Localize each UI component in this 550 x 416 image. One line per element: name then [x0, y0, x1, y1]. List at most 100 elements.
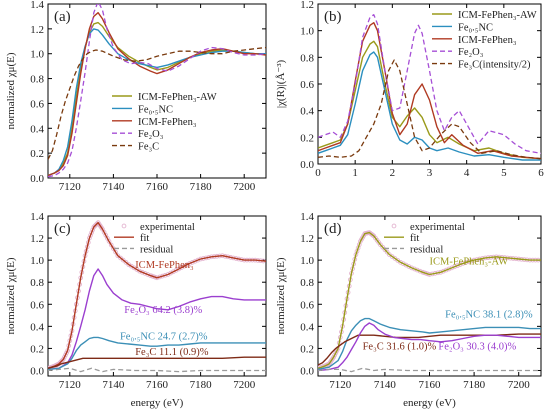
- panel-label: (c): [54, 221, 71, 237]
- legend-label: Fe₂O₃: [458, 47, 484, 58]
- legend-label: fit: [410, 233, 419, 244]
- y-tick-label: 1.0: [30, 49, 44, 61]
- series-fe-nc-line: [318, 51, 541, 161]
- series-fe-o-64-2-3-8-line: [48, 268, 266, 371]
- series-residual-line: [318, 367, 541, 373]
- series-icm-fephen-line: [48, 12, 266, 177]
- experimental-point: [145, 272, 151, 277]
- series-fe-c-31-6-1-0-line: [318, 333, 541, 366]
- x-tick-label: 7140: [374, 379, 397, 391]
- x-tick-label: 7180: [190, 181, 213, 193]
- annotation-label: Fe₂O₃ 64.2 (3.8)%: [124, 305, 202, 316]
- series-fe-nc-24-7-2-7-line: [48, 336, 266, 371]
- y-tick-label: 0.8: [300, 277, 314, 289]
- x-tick-label: 2: [390, 167, 396, 179]
- x-tick-label: 7180: [190, 379, 213, 391]
- x-tick-label: 7140: [102, 379, 125, 391]
- y-tick-label: 0.8: [30, 74, 44, 86]
- y-tick-label: 0.8: [30, 277, 44, 289]
- y-axis-label: normalized χμ(E): [5, 257, 17, 334]
- series-fe-o-line: [48, 4, 266, 178]
- panel-label: (d): [324, 221, 342, 237]
- series-fe-nc-line: [48, 28, 266, 177]
- experimental-point: [60, 357, 66, 362]
- legend-label: ICM-FePhen₃: [458, 35, 517, 46]
- panel-label: (b): [324, 9, 342, 25]
- x-tick-label: 6: [538, 167, 544, 179]
- experimental-point: [106, 239, 112, 244]
- experimental-point: [455, 263, 460, 269]
- series-fe-c-line: [48, 46, 266, 160]
- series-icm-fephen-line: [318, 22, 541, 160]
- series-fit-line: [48, 221, 266, 369]
- legend-label: ICM-FePhen₃-AW: [138, 92, 217, 103]
- series-residual-line: [48, 367, 266, 373]
- experimental-point: [120, 257, 126, 263]
- legend-label: residual: [410, 244, 443, 255]
- plot-area: [48, 220, 266, 373]
- y-tick-label: 1.2: [30, 233, 44, 245]
- annotation-label: Fe₃C 31.6 (1.0)%: [363, 342, 437, 353]
- y-axis-label: |χ(R)|(Å⁻³): [275, 60, 287, 109]
- x-tick-label: 7200: [233, 379, 256, 391]
- y-tick-label: 0.2: [300, 132, 314, 144]
- experimental-point: [187, 261, 193, 266]
- experimental-point: [139, 269, 145, 275]
- series-fe-o-line: [318, 14, 541, 154]
- experimental-point: [123, 259, 129, 265]
- series-fe-c-intensity-2-line: [318, 59, 541, 160]
- legend-label: Fe₂O₃: [138, 129, 164, 140]
- y-tick-label: 0.4: [300, 321, 314, 333]
- y-tick-label: 1.0: [30, 255, 44, 267]
- legend-label: Fe₃C: [138, 142, 159, 153]
- series-fe-nc-38-1-2-8-line: [318, 317, 541, 371]
- experimental-point: [113, 249, 118, 255]
- experimental-point: [59, 358, 65, 363]
- y-tick-label: 0.4: [300, 106, 314, 118]
- x-tick-label: 7160: [419, 379, 442, 391]
- y-tick-label: 1.2: [300, 0, 314, 11]
- x-tick-label: 7160: [146, 379, 169, 391]
- plot-frame: [317, 3, 542, 165]
- annotation-label: Fe₀.₅NC 24.7 (2.7)%: [120, 332, 208, 343]
- legend-label: Fe₀.₅NC: [458, 22, 493, 33]
- y-tick-label: 1.2: [300, 233, 314, 245]
- y-tick-label: 0.0: [300, 365, 314, 377]
- y-tick-label: 0.6: [300, 79, 314, 91]
- legend-label: experimental: [140, 222, 195, 233]
- plot-area: [318, 14, 541, 161]
- plot-area: [318, 230, 541, 373]
- legend-label: residual: [140, 244, 173, 255]
- x-tick-label: 0: [315, 167, 321, 179]
- x-tick-label: 7140: [102, 181, 125, 193]
- x-tick-label: 7200: [233, 181, 256, 193]
- series-fe-c-11-1-0-9-line: [48, 356, 266, 369]
- y-tick-label: 0.4: [30, 321, 44, 333]
- y-tick-label: 0.2: [30, 343, 44, 355]
- y-tick-label: 0.4: [30, 123, 44, 135]
- experimental-point: [115, 253, 121, 259]
- panel-a-xanes-chart: 7120 7140 7160 7180 7200 0.0 0.2 0.4 0.6 0.8 1.0 1.…: [5, 0, 267, 193]
- experimental-point: [137, 268, 142, 274]
- x-tick-label: 7120: [59, 181, 82, 193]
- experimental-point: [409, 265, 415, 271]
- series-fit-line: [318, 231, 541, 369]
- y-tick-label: 1.0: [300, 26, 314, 38]
- panel-d-lcf-chart: 7120 7140 7160 7180 7200 0.0 0.2 0.4 0.6 0.8 1.0 1.…: [275, 211, 542, 409]
- experimental-point: [118, 255, 123, 261]
- y-tick-label: 0.0: [300, 159, 314, 171]
- x-axis-label: energy (eV): [131, 397, 184, 409]
- x-tick-label: 4: [464, 167, 470, 179]
- panel-b-exafs-chart: 0 1 2 3 4 5 6 0.0 0.2 0.4 0.6 0.8 1.0 1.2 |χ(R)|(Å⁻³) (…: [275, 0, 544, 179]
- y-tick-label: 1.2: [30, 24, 44, 36]
- legend-swatch: [391, 223, 397, 229]
- experimental-point: [142, 271, 148, 276]
- x-tick-label: 7120: [329, 379, 352, 391]
- legend-label: ICM-FePhen₃-AW: [458, 10, 537, 21]
- panel-label: (a): [54, 9, 71, 25]
- series-fe-o-30-3-4-0-line: [318, 322, 541, 372]
